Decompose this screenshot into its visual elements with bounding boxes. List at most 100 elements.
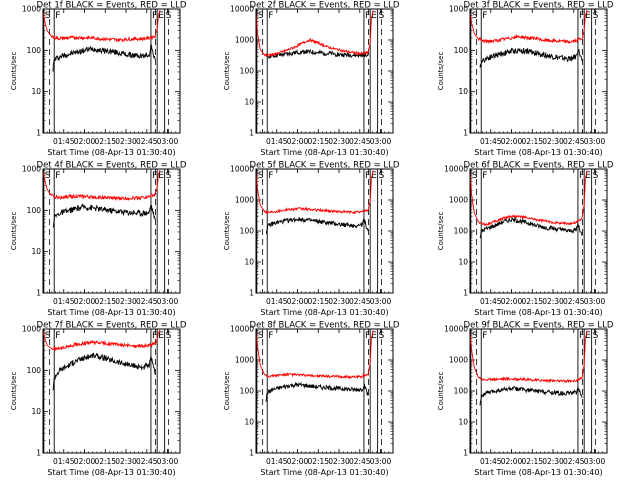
marker-label: S — [258, 11, 264, 21]
x-tick-label: 03:00 — [370, 137, 392, 146]
x-tick-label: 02:30 — [542, 297, 564, 306]
events-series-line — [479, 216, 583, 239]
x-tick-label: 02:15 — [94, 457, 116, 466]
marker-label: S — [258, 331, 264, 341]
y-tick-label: 100 — [454, 227, 469, 236]
y-tick-label: 10000 — [230, 5, 254, 14]
x-tick-label: 02:45 — [349, 457, 371, 466]
y-tick-label: 10 — [31, 247, 41, 256]
detector-panel-2: Det 2f BLACK = Events, RED = LLD Counts/s… — [223, 1, 400, 158]
lld-series-line — [256, 170, 374, 215]
events-series-line — [52, 352, 156, 391]
y-tick-label: 100 — [240, 227, 255, 236]
panel-title: Det 7f BLACK = Events, RED = LLD — [37, 321, 187, 331]
x-tick-label: 02:00 — [501, 457, 523, 466]
y-tick-label: 1000 — [449, 5, 468, 14]
plot-frame — [469, 168, 608, 294]
marker-label: F — [579, 11, 584, 21]
x-tick-label: 02:30 — [542, 137, 564, 146]
y-tick-label: 1 — [36, 289, 41, 298]
x-tick-label: 02:45 — [563, 137, 585, 146]
detector-panel-5: Det 5f BLACK = Events, RED = LLD Counts/s… — [223, 161, 400, 318]
marker-label: F — [55, 331, 60, 341]
plot-frame — [42, 8, 181, 134]
lld-series-line — [470, 170, 588, 226]
plot-frame — [255, 328, 394, 454]
x-axis-label: Start Time (08-Apr-13 01:30:40) — [474, 308, 602, 317]
panel-title: Det 8f BLACK = Events, RED = LLD — [250, 321, 400, 331]
x-tick-label: 03:00 — [370, 457, 392, 466]
panel-title: Det 6f BLACK = Events, RED = LLD — [464, 161, 614, 171]
y-tick-label: 100 — [27, 366, 42, 375]
events-series-line — [52, 42, 156, 72]
panel-title: Det 4f BLACK = Events, RED = LLD — [37, 161, 187, 171]
x-tick-label: 02:00 — [287, 457, 309, 466]
y-tick-label: 1 — [249, 129, 254, 138]
events-series-line — [265, 48, 369, 59]
marker-label: F — [365, 331, 370, 341]
marker-label: F — [482, 171, 487, 181]
marker-label: F — [482, 331, 487, 341]
events-series-line — [479, 385, 583, 406]
marker-label: S — [593, 171, 599, 181]
x-tick-label: 01:45 — [266, 297, 288, 306]
x-tick-label: 02:45 — [563, 457, 585, 466]
x-axis-label: Start Time (08-Apr-13 01:30:40) — [260, 148, 388, 157]
x-tick-label: 02:00 — [501, 297, 523, 306]
y-axis-label: Counts/sec — [10, 372, 18, 411]
panel-title: Det 5f BLACK = Events, RED = LLD — [250, 161, 400, 171]
marker-label: E — [158, 11, 164, 21]
detector-panel-3: Det 3f BLACK = Events, RED = LLD Counts/s… — [437, 1, 614, 158]
x-tick-label: 02:00 — [287, 137, 309, 146]
x-tick-label: 02:15 — [94, 297, 116, 306]
marker-label: E — [158, 171, 164, 181]
y-tick-label: 100 — [454, 387, 469, 396]
marker-label: F — [55, 11, 60, 21]
y-tick-label: 1000 — [235, 356, 254, 365]
x-axis-label: Start Time (08-Apr-13 01:30:40) — [47, 148, 175, 157]
y-tick-label: 1000 — [235, 196, 254, 205]
x-tick-label: 02:45 — [136, 297, 158, 306]
y-tick-label: 1000 — [22, 5, 41, 14]
marker-label: F — [365, 171, 370, 181]
x-axis-label: Start Time (08-Apr-13 01:30:40) — [47, 308, 175, 317]
marker-label: S — [472, 331, 478, 341]
x-tick-label: 03:00 — [584, 297, 606, 306]
marker-label: E — [585, 171, 591, 181]
lld-series-line — [43, 169, 161, 202]
x-tick-label: 02:30 — [542, 457, 564, 466]
y-tick-label: 1000 — [449, 356, 468, 365]
y-tick-label: 10 — [31, 407, 41, 416]
marker-label: F — [268, 331, 273, 341]
marker-label: E — [585, 331, 591, 341]
y-tick-label: 1 — [463, 289, 468, 298]
x-tick-label: 02:15 — [307, 137, 329, 146]
marker-label: F — [152, 171, 157, 181]
marker-label: F — [579, 331, 584, 341]
y-tick-label: 10 — [458, 258, 468, 267]
y-axis-label: Counts/sec — [10, 212, 18, 251]
y-tick-label: 10000 — [444, 165, 468, 174]
x-axis-label: Start Time (08-Apr-13 01:30:40) — [474, 468, 602, 477]
marker-label: F — [268, 11, 273, 21]
y-axis-label: Counts/sec — [223, 372, 231, 411]
marker-label: E — [371, 331, 377, 341]
x-tick-label: 03:00 — [157, 137, 179, 146]
marker-label: F — [268, 171, 273, 181]
marker-label: S — [593, 331, 599, 341]
y-tick-label: 100 — [240, 67, 255, 76]
y-tick-label: 10 — [244, 98, 254, 107]
marker-label: E — [585, 11, 591, 21]
y-tick-label: 100 — [454, 46, 469, 55]
y-tick-label: 10 — [244, 418, 254, 427]
y-tick-label: 1 — [36, 449, 41, 458]
marker-label: S — [45, 331, 51, 341]
marker-label: S — [258, 171, 264, 181]
y-tick-label: 10 — [458, 87, 468, 96]
panel-title: Det 9f BLACK = Events, RED = LLD — [464, 321, 614, 331]
lld-series-line — [43, 329, 161, 352]
x-axis-label: Start Time (08-Apr-13 01:30:40) — [474, 148, 602, 157]
x-tick-label: 02:30 — [115, 137, 137, 146]
marker-label: S — [166, 171, 172, 181]
